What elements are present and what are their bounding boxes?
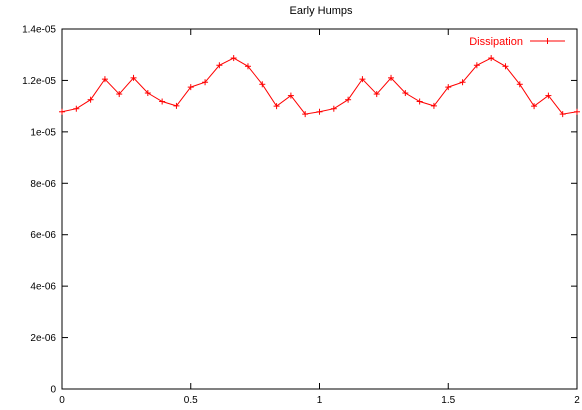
data-point [144, 90, 151, 97]
y-tick-label: 1.2e-05 [22, 76, 56, 87]
data-point [545, 92, 552, 99]
legend: Dissipation [469, 36, 565, 48]
data-point [402, 90, 409, 97]
data-point [359, 76, 366, 83]
data-point [574, 108, 580, 115]
data-point [273, 103, 280, 110]
data-point [388, 74, 395, 81]
x-tick-label: 2 [574, 395, 580, 406]
data-point [173, 102, 180, 109]
plot-frame [61, 28, 578, 390]
x-tick-label: 0.5 [184, 395, 198, 406]
axes: 0 0.5 1 1.5 2 0 2e-06 4e-06 6e-06 8e-06 1e-05 1.2e-… [22, 25, 580, 407]
x-tick-label: 1 [317, 395, 323, 406]
data-point [531, 103, 538, 110]
data-point [287, 92, 294, 99]
y-tick-label: 4e-06 [30, 282, 56, 293]
x-tick-label: 1.5 [441, 395, 455, 406]
data-point [216, 62, 223, 69]
data-point [159, 98, 166, 105]
data-point [345, 96, 352, 103]
data-point [87, 96, 94, 103]
data-point [230, 55, 237, 62]
y-tick-label: 2e-06 [30, 333, 56, 344]
data-point [130, 74, 137, 81]
data-point [373, 91, 380, 98]
plot-area [59, 55, 580, 118]
data-point [430, 102, 437, 109]
data-point [259, 81, 266, 88]
data-point [244, 63, 251, 70]
data-point [59, 108, 65, 115]
data-point [101, 76, 108, 83]
x-tick-label: 0 [59, 395, 65, 406]
series-line-dissipation [61, 57, 578, 115]
data-point [330, 105, 337, 112]
y-tick-label: 0 [50, 385, 56, 396]
data-point [445, 84, 452, 91]
data-point [488, 55, 495, 62]
y-tick-label: 1e-05 [30, 127, 56, 138]
chart-title: Early Humps [290, 5, 353, 17]
y-tick-label: 8e-06 [30, 179, 56, 190]
legend-marker [544, 38, 551, 44]
data-point [316, 108, 323, 115]
data-point [73, 105, 80, 112]
data-point [416, 98, 423, 105]
data-point [459, 79, 466, 86]
data-point [187, 84, 194, 91]
data-point [559, 111, 566, 118]
data-point [473, 62, 480, 69]
data-point [302, 111, 309, 118]
y-tick-label: 6e-06 [30, 230, 56, 241]
data-point [202, 79, 209, 86]
y-tick-label: 1.4e-05 [22, 25, 56, 36]
legend-label: Dissipation [469, 36, 523, 48]
data-point [116, 91, 123, 98]
data-point [516, 81, 523, 88]
data-point [502, 63, 509, 70]
